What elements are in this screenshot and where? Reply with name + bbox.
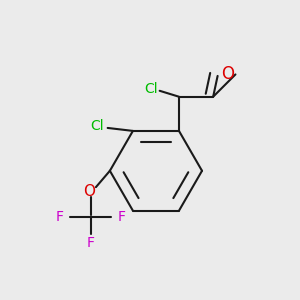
- Text: Cl: Cl: [144, 82, 158, 96]
- Text: F: F: [87, 236, 94, 250]
- Text: F: F: [55, 210, 63, 224]
- Text: F: F: [118, 210, 126, 224]
- Text: O: O: [83, 184, 95, 199]
- Text: Cl: Cl: [90, 119, 104, 134]
- Text: O: O: [220, 64, 234, 82]
